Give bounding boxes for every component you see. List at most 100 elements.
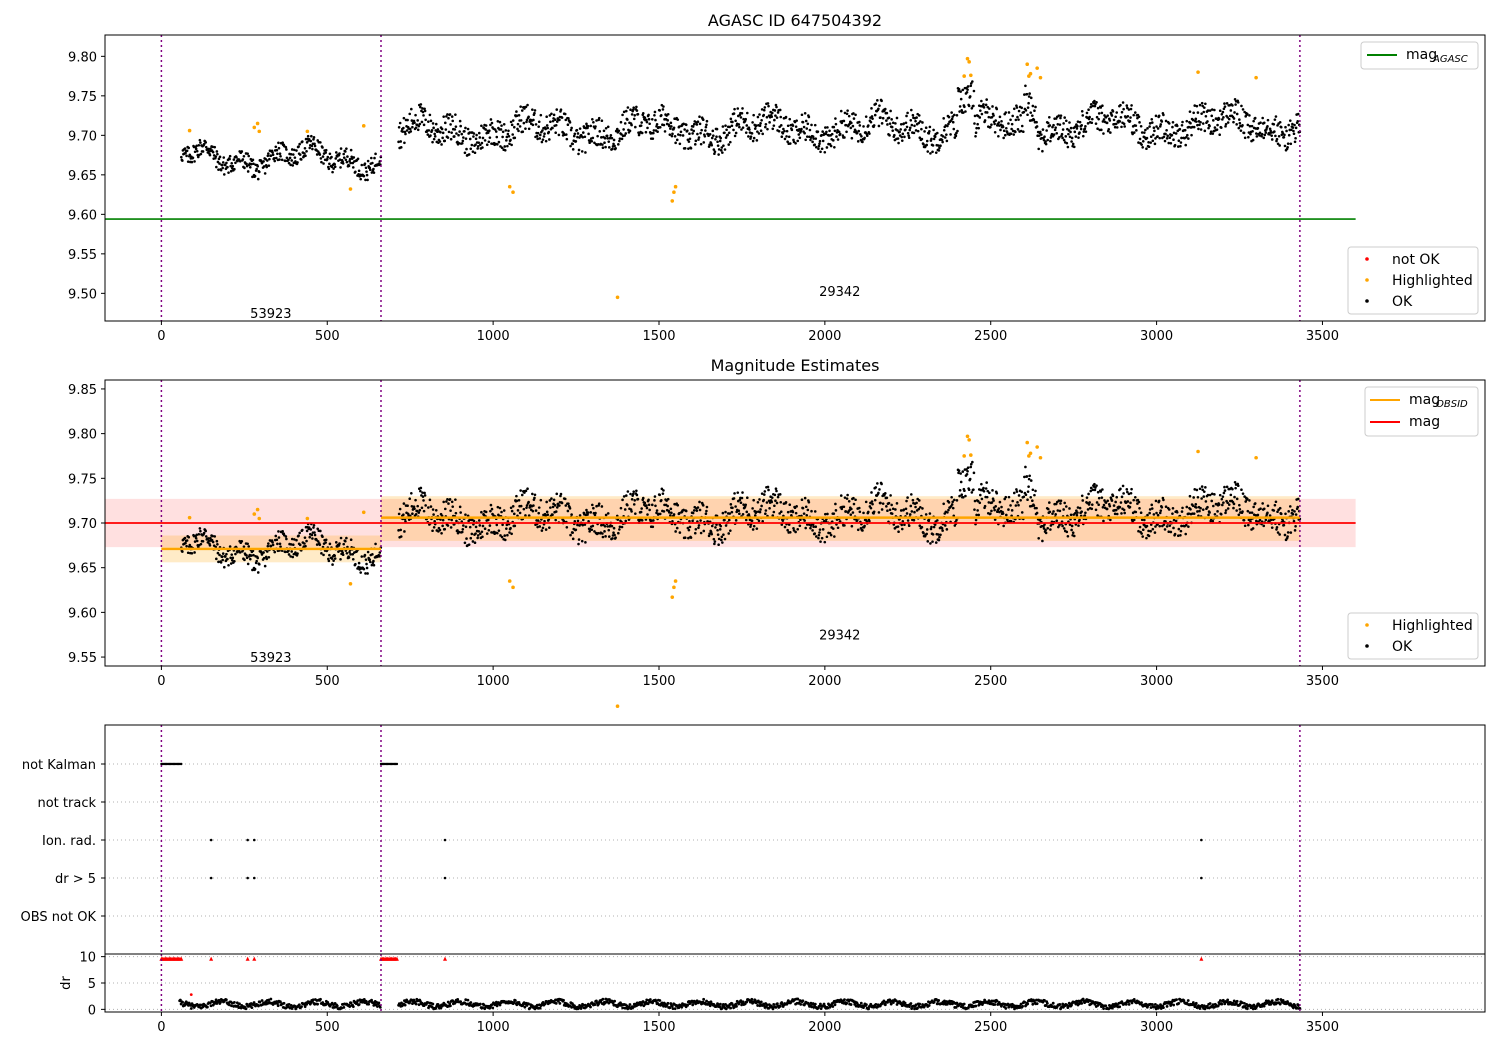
ok-point	[937, 144, 940, 147]
ok-point	[732, 128, 735, 132]
ok-point	[1213, 126, 1217, 129]
ok-point	[818, 528, 822, 531]
ok-point	[1198, 509, 1201, 513]
ok-point	[1024, 109, 1028, 112]
ok-point	[993, 122, 996, 126]
ok-point	[559, 494, 562, 498]
ok-point	[242, 545, 246, 548]
ok-point	[1253, 116, 1257, 120]
ok-point	[1269, 131, 1273, 134]
ok-point	[1206, 493, 1210, 497]
ok-point	[470, 532, 474, 536]
ok-point	[527, 127, 531, 131]
ok-point	[421, 110, 425, 114]
ok-point	[1001, 125, 1005, 129]
ok-point	[408, 497, 412, 501]
ok-point	[584, 541, 587, 544]
ok-point	[229, 164, 232, 168]
ok-point	[258, 563, 261, 566]
ok-point	[430, 129, 434, 132]
dr-point	[578, 1004, 581, 1007]
ok-point	[449, 526, 453, 529]
ok-point	[786, 140, 789, 144]
ok-point	[555, 506, 559, 509]
ok-point	[333, 557, 337, 560]
ok-point	[1029, 111, 1033, 114]
ok-point	[503, 149, 507, 152]
ok-point	[765, 501, 769, 504]
ok-point	[647, 503, 651, 507]
ok-point	[581, 523, 585, 527]
obsid-label: 53923	[250, 307, 291, 322]
legend-label: mag	[1409, 414, 1440, 430]
ok-point	[211, 540, 215, 544]
ok-point	[719, 136, 723, 140]
ok-point	[1145, 147, 1148, 150]
ok-point	[629, 108, 632, 111]
ok-point	[1126, 114, 1130, 118]
ok-point	[1217, 117, 1221, 121]
ok-point	[501, 523, 504, 527]
ok-point	[505, 527, 508, 530]
ok-point	[1138, 137, 1142, 141]
ok-point	[1071, 531, 1075, 535]
ok-point	[804, 119, 808, 123]
ok-point	[733, 134, 737, 138]
ok-point	[824, 132, 828, 136]
ok-point	[724, 524, 728, 527]
ok-point	[648, 122, 651, 126]
x-tick-label: 1000	[477, 674, 510, 689]
ok-point	[321, 146, 324, 149]
ok-point	[1049, 528, 1052, 531]
ok-point	[328, 152, 332, 156]
ok-point	[1033, 109, 1036, 112]
ok-point	[1231, 104, 1234, 107]
ok-point	[698, 500, 701, 504]
ok-point	[1172, 526, 1175, 530]
ok-point	[686, 129, 689, 132]
ok-point	[802, 512, 806, 515]
legend-label: Highlighted	[1392, 618, 1473, 634]
ok-point	[715, 135, 718, 139]
ok-point	[1251, 129, 1254, 133]
dr-point	[604, 997, 608, 1001]
ok-point	[289, 152, 293, 156]
ok-point	[713, 542, 716, 546]
ok-point	[271, 541, 274, 544]
ok-point	[849, 126, 853, 130]
ok-point	[856, 140, 860, 143]
ok-point	[591, 503, 594, 507]
ok-point	[1291, 512, 1295, 516]
ok-point	[1219, 126, 1223, 129]
ok-point	[591, 136, 595, 140]
ok-point	[630, 497, 634, 501]
ok-point	[773, 504, 776, 508]
ok-point	[1155, 511, 1158, 515]
ok-point	[705, 123, 708, 127]
ok-point	[578, 127, 582, 130]
dr-point	[230, 1004, 233, 1008]
ok-point	[432, 525, 436, 529]
ok-point	[442, 115, 445, 118]
ok-point	[1024, 493, 1028, 497]
ok-point	[218, 155, 222, 159]
ok-point	[947, 122, 950, 126]
legend-subscript: AGASC	[1432, 54, 1468, 65]
ok-point	[447, 502, 450, 505]
ok-point	[1251, 138, 1255, 142]
ok-point	[936, 519, 939, 522]
ok-point	[972, 488, 975, 491]
ok-point	[576, 519, 580, 523]
ok-point	[600, 136, 603, 139]
x-tick-label: 2500	[974, 329, 1007, 344]
ok-point	[277, 530, 280, 533]
ok-point	[357, 169, 361, 173]
ok-point	[266, 154, 270, 158]
ok-point	[594, 125, 597, 128]
ok-point	[674, 530, 677, 533]
ok-point	[440, 532, 443, 535]
ok-point	[1112, 504, 1116, 507]
ok-point	[1101, 120, 1105, 123]
ok-point	[1114, 115, 1117, 119]
ok-point	[448, 113, 452, 116]
